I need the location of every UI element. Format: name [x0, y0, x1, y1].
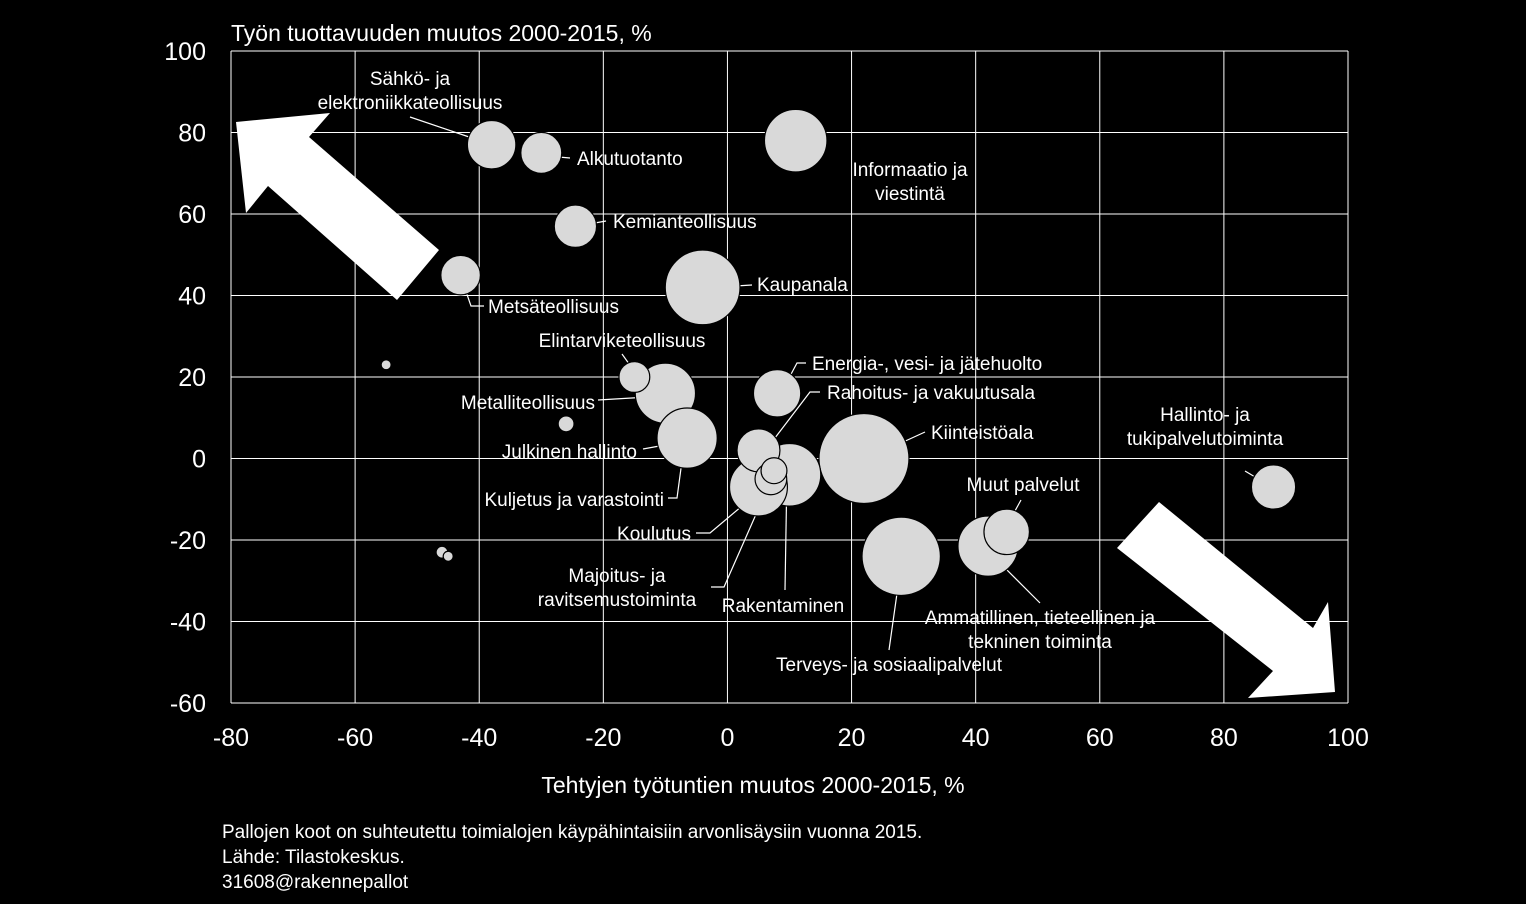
y-tick-label: -40 — [170, 609, 206, 637]
bubble-point — [983, 508, 1031, 556]
bubble-point — [664, 249, 741, 326]
bubble-label: Majoitus- ja ravitsemustoiminta — [538, 566, 697, 611]
bubble-point — [818, 412, 910, 505]
bubble-label: Koulutus — [617, 524, 691, 545]
y-tick-label: 100 — [164, 38, 206, 66]
bubble-label: Julkinen hallinto — [502, 442, 637, 463]
x-tick-label: -20 — [585, 724, 621, 752]
y-tick-label: 0 — [192, 446, 206, 474]
bubble-point — [520, 131, 563, 174]
leader-line — [409, 116, 479, 141]
bubble-point — [466, 119, 517, 170]
y-tick-label: -20 — [170, 527, 206, 555]
bubble-point — [380, 359, 392, 371]
chart-tick-labels: -80 -60 -40 -20 0 20 40 60 80 100100806040200-20-… — [164, 38, 1369, 752]
bubble-label: Terveys- ja sosiaalipalvelut — [776, 655, 1003, 676]
bubble-point — [656, 407, 718, 469]
bubble-point — [763, 108, 828, 173]
bubble-label: Rakentaminen — [722, 596, 845, 617]
bubble-point — [861, 516, 941, 597]
chart-bubbles — [380, 108, 1297, 597]
bubble-label: Hallinto- ja tukipalvelutoiminta — [1127, 405, 1284, 450]
bubble-label: Rahoitus- ja vakuutusala — [827, 383, 1035, 404]
x-tick-label: 40 — [962, 724, 990, 752]
chart-gridlines — [230, 50, 1349, 704]
bubble-label: Alkutuotanto — [577, 149, 683, 170]
bubble-label: Sähkö- ja elektroniikkateollisuus — [318, 69, 503, 114]
y-tick-label: 80 — [178, 120, 206, 148]
x-tick-label: 60 — [1086, 724, 1114, 752]
bubble-chart: Sähkö- ja elektroniikkateollisuus Alkutuot… — [164, 20, 1369, 798]
footnote-source: Lähde: Tilastokeskus. — [222, 847, 405, 868]
bubble-label: Elintarviketeollisuus — [539, 331, 706, 352]
bubble-label: Energia-, vesi- ja jätehuolto — [812, 354, 1042, 375]
bubble-point — [442, 550, 454, 562]
bubble-label: Kaupanala — [757, 275, 848, 296]
arrow-up-left-icon — [236, 113, 439, 300]
bubble-point — [752, 369, 802, 418]
x-axis-label: Tehtyjen työtuntien muutos 2000-2015, % — [541, 772, 964, 798]
bubble-point — [1250, 464, 1297, 510]
y-tick-label: 60 — [178, 201, 206, 229]
x-tick-label: 0 — [720, 724, 734, 752]
bubble-label: Informaatio ja viestintä — [852, 160, 968, 205]
bubble-label: Muut palvelut — [966, 475, 1080, 496]
bubble-point — [618, 360, 651, 394]
y-tick-label: -60 — [170, 690, 206, 718]
arrow-down-right-icon — [1117, 502, 1335, 698]
x-tick-label: 20 — [838, 724, 866, 752]
y-tick-label: 20 — [178, 364, 206, 392]
bubble-point — [553, 204, 598, 248]
x-tick-label: 100 — [1327, 724, 1369, 752]
footnote-code: 31608@rakennepallot — [222, 872, 409, 893]
chart-point-labels: Sähkö- ja elektroniikkateollisuus Alkutuot… — [318, 69, 1284, 676]
x-tick-label: 80 — [1210, 724, 1238, 752]
y-tick-label: 40 — [178, 283, 206, 311]
bubble-label: Metsäteollisuus — [488, 297, 619, 318]
bubble-label: Kemianteollisuus — [613, 212, 757, 233]
y-axis-label: Työn tuottavuuden muutos 2000-2015, % — [231, 20, 652, 46]
x-tick-label: -60 — [337, 724, 373, 752]
bubble-label: Kiinteistöala — [931, 423, 1034, 444]
bubble-point — [760, 457, 788, 485]
bubble-label: Ammatillinen, tieteellinen ja tekninen to… — [925, 608, 1156, 653]
bubble-point — [557, 415, 575, 433]
bubble-label: Metalliteollisuus — [461, 393, 595, 414]
leader-line — [764, 391, 820, 452]
x-tick-label: -80 — [213, 724, 249, 752]
bubble-point — [440, 254, 481, 296]
bubble-label: Kuljetus ja varastointi — [484, 490, 664, 511]
chart-arrows — [236, 113, 1335, 698]
x-tick-label: -40 — [461, 724, 497, 752]
footnote-bubble-size: Pallojen koot on suhteutettu toimialojen… — [222, 822, 923, 843]
